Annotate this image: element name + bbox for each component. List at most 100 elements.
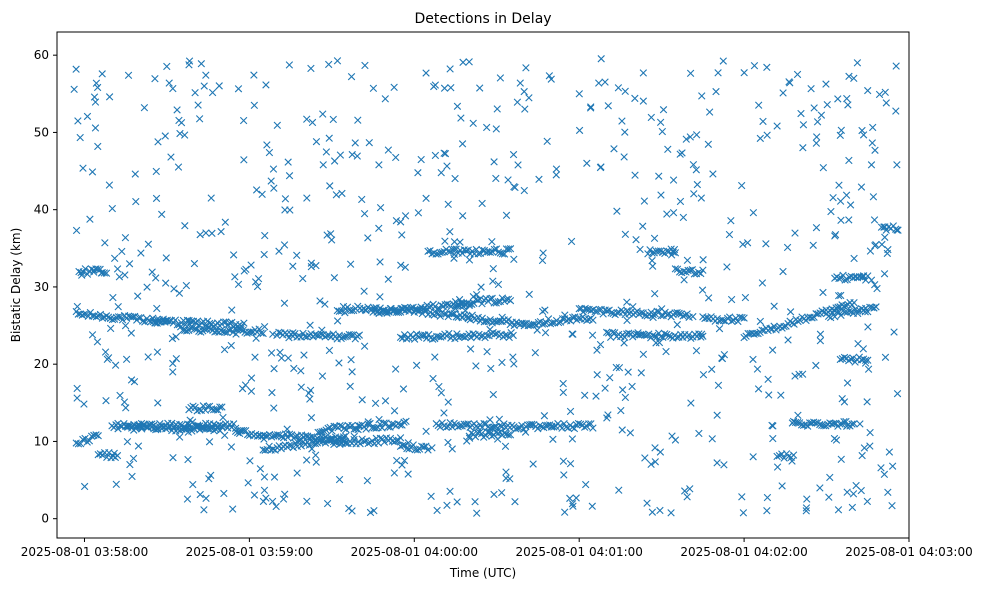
data-point-marker [152, 194, 161, 203]
data-point-marker [392, 216, 401, 225]
data-point-marker [370, 506, 378, 515]
data-point-marker [659, 106, 668, 114]
data-point-marker [450, 238, 459, 246]
data-point-marker [819, 163, 828, 172]
data-point-marker [486, 325, 494, 334]
data-point-marker [620, 153, 628, 161]
data-point-marker [250, 101, 259, 110]
data-point-marker [86, 215, 94, 223]
data-point-marker [207, 471, 215, 480]
data-point-marker [80, 400, 88, 408]
data-point-marker [126, 460, 134, 469]
data-point-marker [332, 191, 341, 199]
data-point-marker [351, 139, 359, 147]
data-point-marker [76, 133, 84, 142]
data-point-marker [690, 270, 699, 278]
data-point-marker [414, 209, 423, 217]
data-point-marker [727, 217, 735, 225]
data-point-marker [120, 398, 129, 406]
data-point-marker [861, 359, 870, 367]
data-point-marker [845, 72, 853, 81]
data-point-marker [713, 411, 721, 419]
data-point-marker [825, 493, 833, 501]
data-point-marker [197, 328, 205, 336]
data-point-marker [859, 355, 868, 363]
data-point-marker [451, 304, 460, 313]
data-point-marker [236, 427, 244, 435]
data-point-marker [464, 246, 472, 254]
data-point-marker [639, 97, 648, 105]
data-point-marker [697, 269, 705, 278]
data-point-marker [392, 436, 401, 445]
data-point-marker [656, 506, 664, 515]
data-point-marker [538, 423, 546, 431]
data-point-marker [601, 384, 609, 392]
data-point-marker [560, 471, 568, 479]
data-point-marker [510, 255, 518, 264]
data-point-marker [354, 421, 363, 430]
data-point-marker [589, 316, 597, 324]
data-point-marker [877, 464, 885, 472]
data-point-marker [762, 240, 770, 248]
data-point-marker [448, 310, 456, 318]
data-point-marker [646, 246, 654, 254]
data-point-marker [371, 399, 380, 407]
data-point-marker [375, 161, 383, 169]
data-point-marker [683, 310, 691, 318]
data-point-marker [559, 457, 568, 465]
data-point-marker [319, 161, 327, 169]
data-point-marker [754, 101, 763, 109]
data-point-marker [220, 318, 228, 326]
data-point-marker [699, 256, 707, 264]
data-point-marker [72, 65, 80, 73]
data-point-marker [785, 452, 793, 460]
data-point-marker [197, 60, 206, 68]
data-point-marker [401, 212, 410, 220]
data-point-marker [790, 320, 798, 328]
data-point-marker [148, 422, 156, 431]
data-point-marker [446, 228, 454, 236]
data-point-marker [74, 117, 82, 125]
data-point-marker [568, 435, 577, 443]
data-point-marker [634, 329, 642, 337]
data-point-marker [184, 428, 192, 436]
data-point-marker [604, 102, 612, 110]
data-point-marker [98, 70, 106, 78]
data-point-marker [355, 331, 364, 339]
data-point-marker [850, 299, 858, 307]
data-point-marker [629, 302, 637, 311]
data-point-marker [708, 435, 716, 443]
data-point-marker [318, 372, 327, 380]
data-point-marker [364, 234, 372, 242]
data-point-marker [114, 425, 122, 433]
data-point-marker [527, 421, 535, 430]
data-point-marker [281, 195, 290, 203]
data-point-marker [279, 495, 288, 503]
data-point-marker [72, 226, 81, 235]
data-point-marker [486, 315, 494, 324]
chart-title: Detections in Delay [414, 11, 551, 27]
data-point-marker [673, 308, 681, 317]
data-point-marker [128, 472, 136, 481]
data-point-marker [843, 422, 851, 430]
y-tick-label: 30 [34, 280, 49, 294]
data-point-marker [170, 285, 178, 293]
data-point-marker [583, 159, 591, 167]
data-point-marker [428, 444, 436, 452]
data-point-marker [416, 305, 424, 313]
data-point-marker [749, 453, 757, 461]
data-point-marker [514, 424, 522, 433]
data-point-marker [502, 211, 511, 220]
data-point-marker [570, 424, 579, 433]
data-point-marker [593, 346, 601, 354]
data-point-marker [436, 423, 444, 431]
data-point-marker [682, 135, 690, 143]
data-point-marker [522, 64, 530, 72]
data-point-marker [375, 415, 383, 424]
data-point-marker [227, 341, 235, 350]
data-point-marker [680, 276, 688, 284]
data-point-marker [845, 156, 853, 165]
data-point-marker [866, 442, 874, 450]
data-point-marker [848, 420, 856, 428]
data-point-marker [464, 313, 473, 321]
